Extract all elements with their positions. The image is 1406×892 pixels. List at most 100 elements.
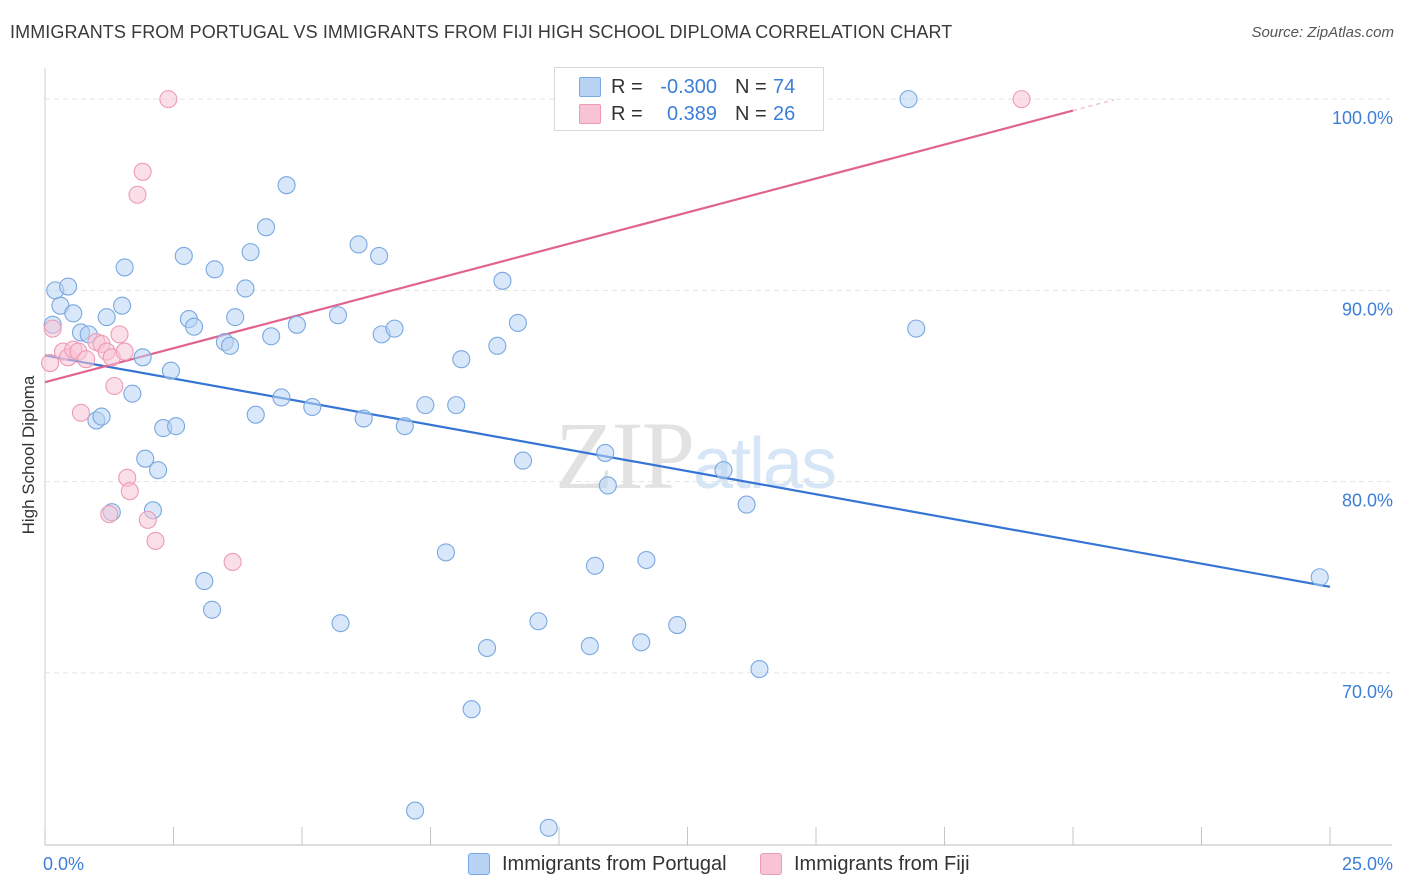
point-portugal bbox=[580, 637, 599, 656]
point-portugal bbox=[161, 361, 180, 380]
point-portugal bbox=[632, 633, 651, 652]
point-portugal bbox=[462, 700, 481, 719]
bottom-legend-label-fiji: Immigrants from Fiji bbox=[794, 852, 970, 875]
y-axis-label: High School Diploma bbox=[19, 375, 38, 534]
point-portugal bbox=[406, 801, 425, 820]
point-portugal bbox=[303, 397, 322, 417]
point-portugal bbox=[246, 405, 265, 424]
point-portugal bbox=[488, 336, 507, 355]
point-portugal bbox=[637, 550, 656, 570]
point-portugal bbox=[262, 327, 281, 346]
point-portugal bbox=[136, 449, 155, 468]
point-portugal bbox=[236, 279, 255, 298]
point-fiji bbox=[77, 350, 96, 369]
point-portugal bbox=[598, 476, 617, 495]
point-fiji bbox=[115, 342, 134, 361]
y-tick-label: 70.0% bbox=[1342, 682, 1393, 702]
point-portugal bbox=[256, 218, 276, 237]
point-portugal bbox=[174, 246, 193, 265]
point-portugal bbox=[529, 612, 548, 631]
points-fiji bbox=[41, 90, 1031, 572]
legend-n-label: N = bbox=[735, 102, 767, 125]
watermark: ZIPatlas bbox=[555, 400, 837, 511]
point-portugal bbox=[668, 616, 687, 635]
point-portugal bbox=[539, 818, 558, 837]
trend-line-fiji bbox=[44, 109, 1074, 384]
point-portugal bbox=[354, 409, 373, 428]
point-portugal bbox=[436, 543, 455, 562]
point-portugal bbox=[133, 348, 152, 367]
point-portugal bbox=[287, 315, 306, 334]
gridlines bbox=[45, 98, 1390, 674]
point-portugal bbox=[585, 556, 605, 575]
point-portugal bbox=[452, 350, 471, 369]
point-portugal bbox=[493, 271, 512, 290]
point-portugal bbox=[416, 396, 435, 415]
legend-swatch-fiji bbox=[579, 104, 601, 124]
y-tick-labels: 70.0% 80.0% 90.0% 100.0% bbox=[1332, 108, 1393, 702]
legend-r-label: R = bbox=[611, 102, 643, 125]
x-tick-label: 25.0% bbox=[1342, 854, 1393, 874]
point-fiji bbox=[43, 319, 62, 338]
point-portugal bbox=[477, 638, 497, 658]
point-portugal bbox=[447, 396, 466, 415]
source-label: Source: ZipAtlas.com bbox=[1251, 24, 1394, 41]
trend-line-portugal bbox=[44, 354, 1331, 588]
point-portugal bbox=[115, 258, 134, 277]
point-portugal bbox=[59, 277, 78, 296]
legend-swatch-portugal bbox=[579, 77, 601, 97]
bottom-legend-swatch-portugal bbox=[468, 853, 490, 875]
points-portugal bbox=[43, 90, 1329, 837]
y-tick-label: 80.0% bbox=[1342, 491, 1393, 511]
chart-title: IMMIGRANTS FROM PORTUGAL VS IMMIGRANTS F… bbox=[10, 22, 953, 42]
y-tick-label: 90.0% bbox=[1342, 299, 1393, 319]
point-portugal bbox=[92, 407, 111, 426]
bottom-legend-label-portugal: Immigrants from Portugal bbox=[502, 852, 727, 875]
point-portugal bbox=[277, 176, 296, 195]
point-portugal bbox=[205, 260, 224, 279]
point-portugal bbox=[97, 308, 116, 327]
trend-lines bbox=[44, 99, 1331, 588]
point-portugal bbox=[167, 417, 186, 436]
point-portugal bbox=[272, 388, 291, 407]
trend-line-fiji-extension bbox=[1072, 99, 1115, 112]
x-tick-label: 0.0% bbox=[43, 854, 84, 874]
point-portugal bbox=[1310, 568, 1329, 587]
point-portugal bbox=[123, 384, 142, 403]
point-portugal bbox=[149, 461, 168, 480]
bottom-legend-swatch-fiji bbox=[760, 853, 782, 875]
point-portugal bbox=[203, 600, 222, 619]
legend-n-value: 74 bbox=[773, 75, 796, 98]
legend-r-value: -0.300 bbox=[660, 75, 717, 98]
legend-box: R = -0.300 N = 74 R = 0.389 N = 26 bbox=[554, 67, 824, 131]
point-portugal bbox=[385, 319, 404, 338]
point-fiji bbox=[138, 510, 157, 529]
legend-n-value: 26 bbox=[773, 102, 796, 125]
point-fiji bbox=[100, 505, 119, 524]
axes bbox=[44, 68, 1392, 846]
point-portugal bbox=[596, 443, 615, 462]
legend-row-fiji: R = 0.389 N = 26 bbox=[555, 101, 823, 127]
bottom-legend-portugal: Immigrants from Portugal bbox=[468, 852, 727, 876]
point-portugal bbox=[226, 308, 245, 327]
point-portugal bbox=[508, 313, 527, 332]
point-fiji bbox=[1012, 90, 1031, 109]
point-fiji bbox=[128, 185, 147, 204]
point-portugal bbox=[195, 572, 214, 591]
legend-r-value: 0.389 bbox=[666, 102, 717, 125]
point-portugal bbox=[370, 246, 389, 265]
point-portugal bbox=[349, 235, 368, 254]
point-portugal bbox=[241, 243, 260, 262]
watermark-zip: ZIP bbox=[555, 402, 695, 509]
point-portugal bbox=[513, 451, 533, 470]
legend-r-label: R = bbox=[611, 75, 643, 98]
point-fiji bbox=[120, 482, 139, 501]
point-fiji bbox=[110, 325, 129, 344]
point-portugal bbox=[395, 417, 414, 436]
point-portugal bbox=[899, 90, 918, 109]
point-fiji bbox=[105, 376, 124, 396]
x-tick-labels: 0.0% 25.0% bbox=[43, 854, 1393, 874]
legend-n-label: N = bbox=[735, 75, 767, 98]
point-fiji bbox=[133, 162, 152, 181]
